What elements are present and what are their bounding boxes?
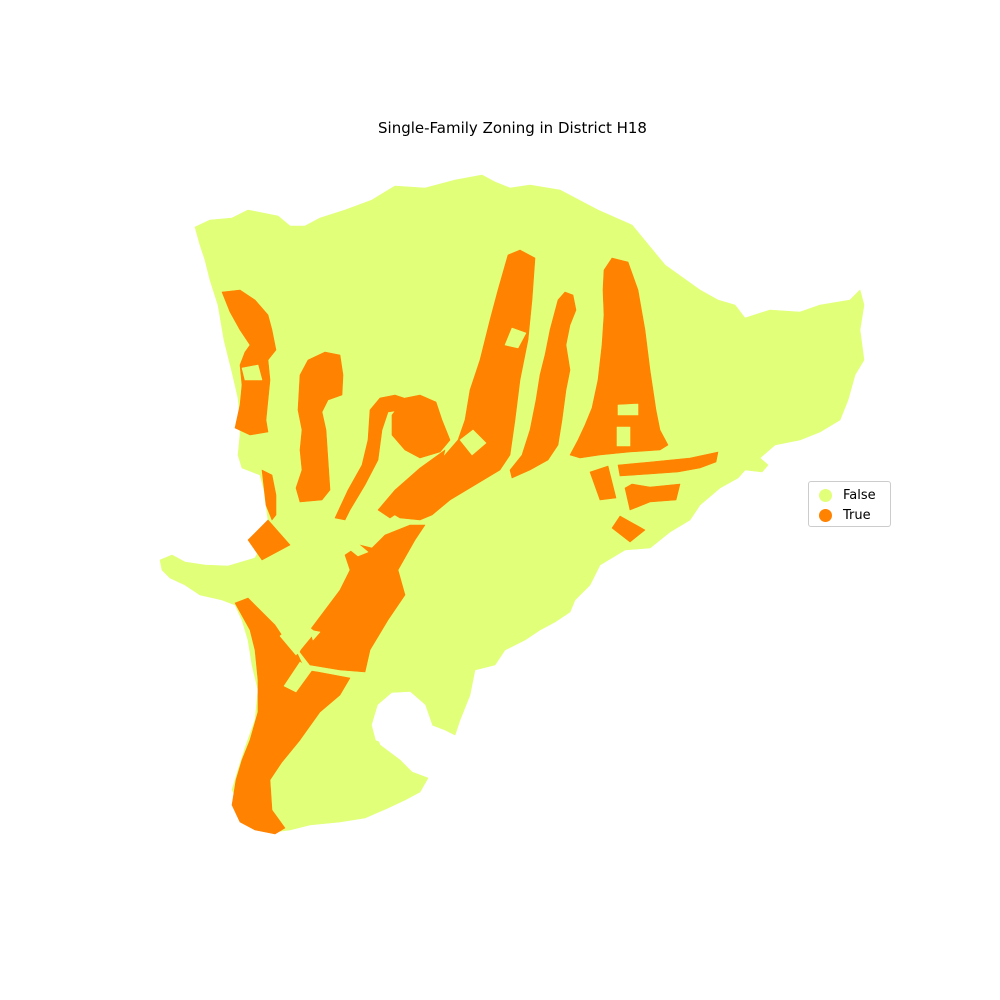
zone-east-strip: [617, 451, 719, 477]
patch-2: [504, 327, 527, 349]
legend-swatch-true-icon: [819, 508, 832, 522]
legend-item-true: True: [819, 506, 871, 524]
single-family-zones: [221, 249, 719, 835]
zone-west-strip: [221, 289, 277, 436]
map-legend: False True: [808, 481, 891, 527]
patch-4: [617, 403, 639, 416]
zone-west-block: [247, 519, 291, 561]
zone-finger-1: [295, 351, 344, 503]
patch-1: [241, 364, 263, 381]
zone-long-diagonal: [389, 249, 536, 521]
patch-9: [347, 541, 369, 557]
zone-west-lower: [261, 469, 277, 521]
zone-finger-2: [334, 394, 411, 521]
zone-finger-4: [569, 257, 669, 459]
map-title: Single-Family Zoning in District H18: [378, 119, 647, 137]
zone-bulb: [391, 394, 451, 459]
patch-8: [279, 619, 316, 656]
zone-south-west: [231, 597, 351, 835]
lake-notch: [371, 691, 433, 746]
legend-item-false: False: [819, 486, 876, 504]
zone-diagonal-mid: [377, 449, 446, 519]
patch-3: [459, 429, 487, 456]
zone-east-small-2: [624, 483, 681, 511]
patch-7: [283, 661, 313, 693]
zone-south-big: [299, 524, 426, 673]
legend-swatch-false-icon: [819, 488, 832, 502]
zone-east-small-3: [611, 515, 646, 543]
legend-label-false: False: [843, 487, 876, 503]
zone-finger-3: [509, 291, 577, 479]
false-patches: [241, 327, 639, 693]
legend-label-true: True: [843, 507, 871, 523]
patch-5: [616, 426, 631, 447]
zone-east-small-1: [589, 465, 617, 501]
